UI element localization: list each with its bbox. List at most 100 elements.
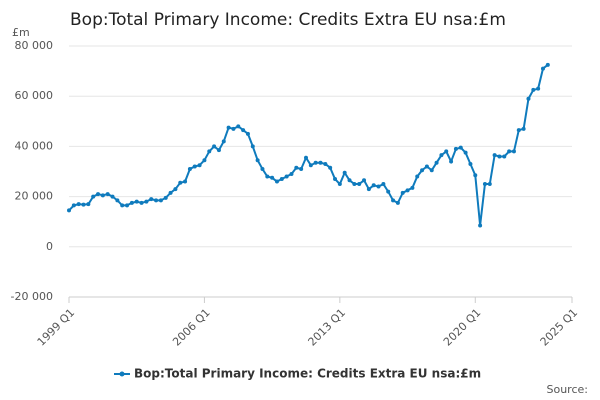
point — [333, 177, 338, 182]
point — [216, 148, 221, 153]
legend-label: Bop:Total Primary Income: Credits Extra … — [134, 367, 481, 381]
point — [139, 200, 144, 205]
point — [168, 190, 173, 195]
point — [400, 190, 405, 195]
point — [313, 160, 318, 165]
point — [173, 187, 178, 192]
y-tick-label: 60 000 — [15, 89, 54, 102]
y-tick-label: 40 000 — [15, 139, 54, 152]
point — [444, 149, 449, 154]
point — [226, 125, 231, 130]
point — [178, 180, 183, 185]
y-tick-label: 80 000 — [15, 39, 54, 52]
point — [110, 194, 115, 199]
point — [357, 182, 362, 187]
point — [115, 198, 120, 203]
point — [241, 128, 246, 133]
point — [91, 194, 96, 199]
point — [342, 170, 347, 175]
point — [129, 200, 134, 205]
source: Source: — [547, 383, 589, 396]
point — [395, 200, 400, 205]
point — [158, 198, 163, 203]
point — [540, 66, 545, 71]
chart-title: Bop:Total Primary Income: Credits Extra … — [70, 10, 506, 30]
point — [207, 149, 212, 154]
point — [86, 202, 91, 207]
point — [183, 179, 188, 184]
point — [144, 199, 149, 204]
point — [294, 165, 299, 170]
y-tick-label: 20 000 — [15, 190, 54, 203]
legend-marker — [119, 371, 125, 377]
point — [405, 188, 410, 193]
x-tick-label: 1999 Q1 — [35, 306, 78, 349]
point — [154, 198, 159, 203]
point — [420, 168, 425, 173]
point — [487, 182, 492, 187]
point — [468, 161, 473, 166]
point — [453, 146, 458, 151]
point — [231, 126, 236, 131]
x-tick-label: 2025 Q1 — [538, 306, 581, 349]
point — [299, 166, 304, 171]
point — [337, 182, 342, 187]
point — [125, 203, 130, 208]
point — [478, 223, 483, 228]
point — [284, 174, 289, 179]
point — [521, 126, 526, 131]
point — [270, 175, 275, 180]
y-tick-label: -20 000 — [11, 290, 53, 303]
x-tick-label: 2006 Q1 — [170, 306, 213, 349]
point — [105, 192, 110, 197]
point — [424, 164, 429, 169]
point — [76, 202, 81, 207]
point — [410, 185, 415, 190]
point — [202, 158, 207, 163]
point — [120, 203, 125, 208]
point — [545, 62, 550, 67]
point — [492, 153, 497, 158]
point — [381, 182, 386, 187]
point — [386, 189, 391, 194]
point — [531, 87, 536, 92]
point — [328, 165, 333, 170]
point — [303, 155, 308, 160]
point — [511, 149, 516, 154]
point — [260, 166, 265, 171]
point — [536, 86, 541, 91]
point — [96, 192, 101, 197]
x-tick-label: 2013 Q1 — [306, 306, 349, 349]
point — [415, 174, 420, 179]
point — [81, 202, 86, 207]
point — [274, 179, 279, 184]
point — [255, 158, 260, 163]
point — [347, 178, 352, 183]
point — [362, 178, 367, 183]
point — [245, 131, 250, 136]
point — [376, 184, 381, 189]
point — [352, 182, 357, 187]
point — [497, 154, 502, 159]
point — [192, 164, 197, 169]
x-tick-label: 2020 Q1 — [441, 306, 484, 349]
point — [100, 193, 105, 198]
point — [265, 174, 270, 179]
point — [371, 183, 376, 188]
point — [279, 177, 284, 182]
point — [289, 172, 294, 177]
y-tick-label: 0 — [46, 240, 53, 253]
point — [502, 154, 507, 159]
point — [163, 195, 168, 200]
point — [250, 144, 255, 149]
y-unit-label: £m — [12, 26, 30, 39]
point — [463, 150, 468, 155]
point — [212, 144, 217, 149]
point — [318, 160, 323, 165]
point — [149, 197, 154, 202]
point — [507, 149, 512, 154]
point — [391, 198, 396, 203]
point — [516, 128, 521, 133]
point — [323, 161, 328, 166]
